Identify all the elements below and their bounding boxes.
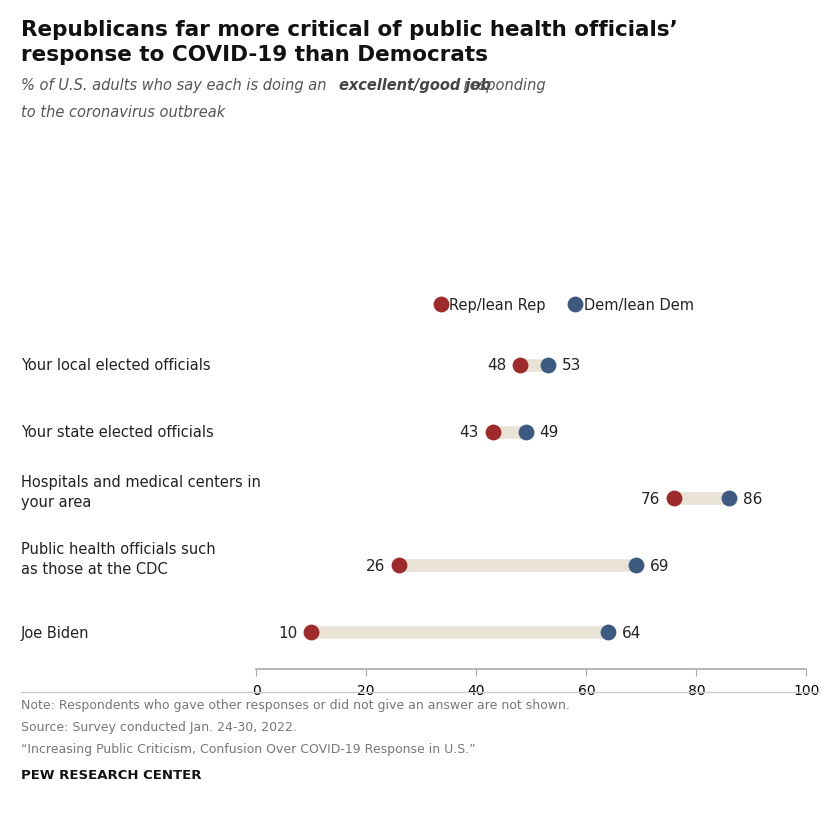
Text: responding: responding (459, 78, 545, 93)
Text: Dem/lean Dem: Dem/lean Dem (584, 297, 694, 312)
Point (513, 359, 527, 372)
Text: 64: 64 (622, 625, 642, 640)
Point (392, 559, 406, 572)
Point (668, 492, 681, 505)
Point (486, 426, 500, 439)
Text: Joe Biden: Joe Biden (21, 625, 90, 640)
Text: Your local elected officials: Your local elected officials (21, 358, 211, 373)
Text: Note: Respondents who gave other responses or did not give an answer are not sho: Note: Respondents who gave other respons… (21, 698, 570, 711)
Text: 86: 86 (743, 491, 763, 506)
Text: Public health officials such
as those at the CDC: Public health officials such as those at… (21, 541, 216, 577)
Point (629, 559, 643, 572)
Point (601, 626, 615, 639)
Text: Source: Survey conducted Jan. 24-30, 2022.: Source: Survey conducted Jan. 24-30, 202… (21, 720, 297, 733)
Text: 69: 69 (649, 558, 669, 573)
Point (569, 298, 582, 311)
Text: 43: 43 (459, 424, 479, 440)
Text: excellent/good job: excellent/good job (339, 78, 491, 93)
Point (434, 298, 448, 311)
Text: 76: 76 (641, 491, 660, 506)
Point (305, 626, 318, 639)
Text: Hospitals and medical centers in
your area: Hospitals and medical centers in your ar… (21, 475, 261, 509)
Text: Republicans far more critical of public health officials’: Republicans far more critical of public … (21, 20, 678, 40)
Text: Rep/lean Rep: Rep/lean Rep (449, 297, 546, 312)
Text: % of U.S. adults who say each is doing an: % of U.S. adults who say each is doing a… (21, 78, 331, 93)
Text: 53: 53 (562, 358, 581, 373)
Text: Your state elected officials: Your state elected officials (21, 424, 213, 440)
Point (722, 492, 736, 505)
Text: 48: 48 (487, 358, 507, 373)
Text: to the coronavirus outbreak: to the coronavirus outbreak (21, 105, 225, 120)
Point (541, 359, 554, 372)
Text: “Increasing Public Criticism, Confusion Over COVID-19 Response in U.S.”: “Increasing Public Criticism, Confusion … (21, 742, 475, 755)
Point (519, 426, 533, 439)
Text: response to COVID-19 than Democrats: response to COVID-19 than Democrats (21, 45, 488, 65)
Text: 49: 49 (539, 424, 559, 440)
Text: PEW RESEARCH CENTER: PEW RESEARCH CENTER (21, 768, 202, 781)
Text: 10: 10 (278, 625, 297, 640)
Text: 26: 26 (366, 558, 386, 573)
